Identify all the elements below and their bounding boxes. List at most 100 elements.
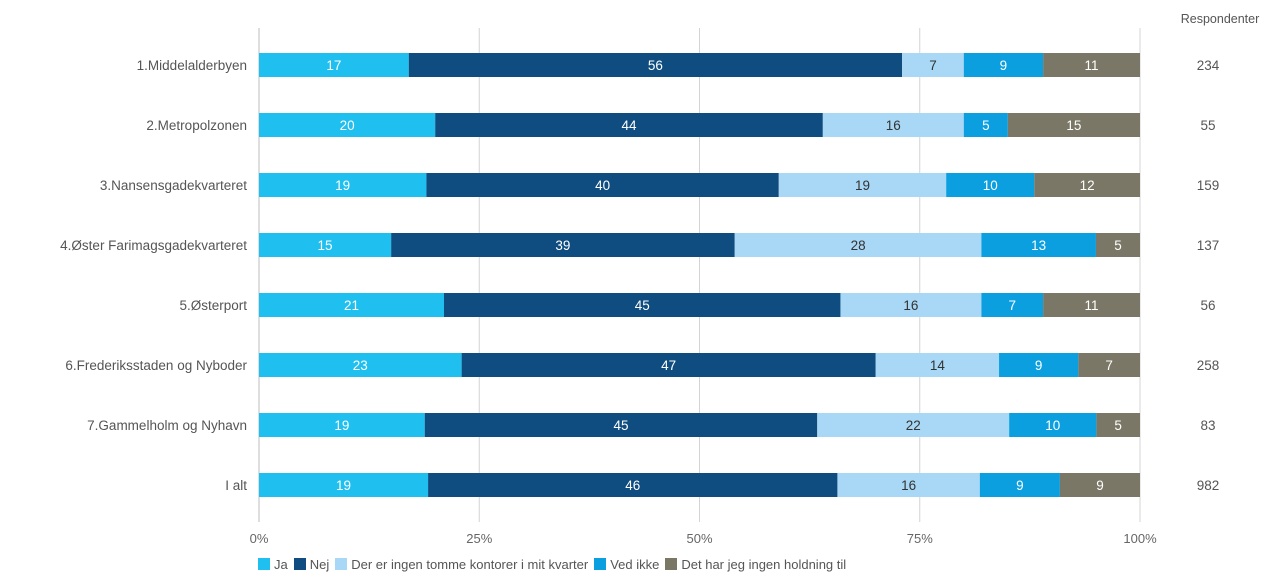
x-tick-label: 25% xyxy=(466,531,492,546)
bar-segment xyxy=(822,113,964,137)
data-label: 56 xyxy=(648,58,663,73)
data-label: 22 xyxy=(906,418,921,433)
respondent-count: 56 xyxy=(1200,298,1215,313)
bar-segment xyxy=(259,293,445,317)
data-label: 16 xyxy=(886,118,901,133)
bar-segment xyxy=(902,53,964,77)
category-label: 4.Øster Farimagsgadekvarteret xyxy=(60,238,247,253)
bar-segment xyxy=(1059,473,1140,497)
category-label: 6.Frederiksstaden og Nyboder xyxy=(65,358,247,373)
data-label: 9 xyxy=(1096,478,1104,493)
legend-item: Ved ikke xyxy=(594,557,659,572)
data-label: 15 xyxy=(1066,118,1081,133)
data-label: 19 xyxy=(335,178,350,193)
data-label: 7 xyxy=(929,58,937,73)
bar-segment xyxy=(1043,53,1140,77)
data-label: 5 xyxy=(982,118,990,133)
data-label: 10 xyxy=(1045,418,1060,433)
bar-segment xyxy=(259,413,425,437)
legend-label: Der er ingen tomme kontorer i mit kvarte… xyxy=(351,556,589,572)
data-label: 19 xyxy=(336,478,351,493)
legend-swatch xyxy=(293,558,306,570)
bar-segment xyxy=(840,293,982,317)
bar-segment xyxy=(946,173,1035,197)
respondent-count: 137 xyxy=(1197,238,1220,253)
legend-swatch xyxy=(335,558,348,570)
bar-segment xyxy=(981,293,1044,317)
bar-segment xyxy=(408,53,903,77)
x-tick-label: 75% xyxy=(907,531,933,546)
data-label: 10 xyxy=(983,178,998,193)
respondent-count: 234 xyxy=(1197,58,1220,73)
data-label: 46 xyxy=(625,478,640,493)
bar-segment xyxy=(424,413,818,437)
bar-segment xyxy=(817,413,1010,437)
data-label: 20 xyxy=(340,118,355,133)
legend-label: Nej xyxy=(309,556,330,572)
respondent-count: 159 xyxy=(1197,178,1220,193)
bar-segment xyxy=(981,233,1096,257)
data-label: 11 xyxy=(1085,298,1099,313)
bar-segment xyxy=(1007,113,1140,137)
bar-segment xyxy=(979,473,1060,497)
bar-segment xyxy=(444,293,841,317)
data-label: 21 xyxy=(344,298,359,313)
data-label: 7 xyxy=(1008,298,1016,313)
bar-segment xyxy=(259,113,436,137)
respondents-header: Respondenter xyxy=(1181,12,1260,26)
data-label: 40 xyxy=(595,178,610,193)
bar-segment xyxy=(837,473,980,497)
data-label: 17 xyxy=(326,58,341,73)
legend-item: Det har jeg ingen holdning til xyxy=(665,557,846,572)
bar-segment xyxy=(1095,233,1140,257)
data-label: 7 xyxy=(1105,358,1113,373)
respondent-count: 982 xyxy=(1197,478,1220,493)
data-label: 47 xyxy=(661,358,676,373)
bar-segment xyxy=(1009,413,1097,437)
data-label: 5 xyxy=(1114,238,1122,253)
bar-segment xyxy=(259,173,427,197)
legend-item: Nej xyxy=(293,556,330,572)
data-label: 5 xyxy=(1114,418,1122,433)
bar-segment xyxy=(391,233,735,257)
data-label: 14 xyxy=(930,358,946,373)
category-label: 1.Middelalderbyen xyxy=(137,58,247,73)
x-tick-label: 0% xyxy=(250,531,269,546)
category-label: 5.Østerport xyxy=(179,298,247,313)
data-label: 9 xyxy=(1016,478,1024,493)
respondent-count: 55 xyxy=(1200,118,1215,133)
bar-segment xyxy=(963,113,1008,137)
bar-segment xyxy=(259,353,462,377)
data-label: 19 xyxy=(334,418,349,433)
bar-segment xyxy=(259,473,429,497)
data-label: 12 xyxy=(1080,178,1095,193)
legend-label: Det har jeg ingen holdning til xyxy=(681,556,847,572)
bar-segment xyxy=(259,233,392,257)
data-label: 13 xyxy=(1031,238,1046,253)
category-label: 3.Nansensgadekvarteret xyxy=(100,178,247,193)
chart-legend: Ja Nej Der er ingen tomme kontorer i mit k… xyxy=(258,555,852,573)
bar-segment xyxy=(428,473,838,497)
respondent-count: 258 xyxy=(1197,358,1220,373)
respondent-count: 83 xyxy=(1200,418,1215,433)
legend-label: Ja xyxy=(274,556,288,572)
stacked-bar-chart: 0% 25% 50% 75% 100% Respondenter 1.Middelalder… xyxy=(60,12,1260,546)
legend-item: Ja xyxy=(258,557,288,572)
bar-segment xyxy=(1043,293,1140,317)
data-label: 23 xyxy=(353,358,368,373)
x-tick-label: 50% xyxy=(686,531,712,546)
legend-label: Ved ikke xyxy=(610,556,660,572)
bar-segment xyxy=(435,113,823,137)
bar-segment xyxy=(778,173,947,197)
bar-segment xyxy=(1078,353,1140,377)
legend-swatch xyxy=(594,558,607,570)
bar-segment xyxy=(426,173,779,197)
data-label: 16 xyxy=(903,298,918,313)
category-label: I alt xyxy=(225,478,247,493)
bar-segment xyxy=(1096,413,1140,437)
category-label: 2.Metropolzonen xyxy=(146,118,247,133)
data-label: 45 xyxy=(635,298,650,313)
data-label: 44 xyxy=(622,118,638,133)
bar-segment xyxy=(734,233,982,257)
data-label: 45 xyxy=(613,418,628,433)
